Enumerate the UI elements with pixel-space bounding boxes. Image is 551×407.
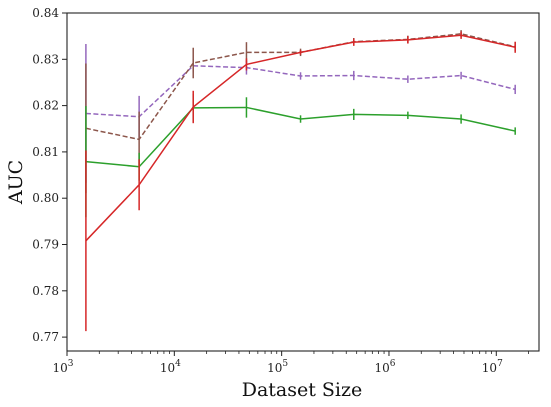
x-tick-label: 103 bbox=[52, 359, 73, 375]
y-tick-label: 0.79 bbox=[32, 238, 59, 252]
y-tick-label: 0.77 bbox=[32, 330, 59, 344]
plot-frame bbox=[66, 12, 540, 352]
y-axis-label: AUC bbox=[5, 160, 27, 205]
plot-marks bbox=[85, 30, 516, 332]
y-tick-label: 0.82 bbox=[32, 99, 59, 113]
y-tick-label: 0.83 bbox=[32, 52, 59, 66]
y-tick-label: 0.81 bbox=[32, 145, 59, 159]
series-0 bbox=[85, 44, 516, 183]
y-tick-label: 0.80 bbox=[32, 191, 59, 205]
x-tick-label: 104 bbox=[160, 359, 181, 375]
series-2 bbox=[85, 94, 516, 218]
y-tick-label: 0.84 bbox=[32, 6, 59, 20]
x-tick-label: 105 bbox=[267, 359, 288, 375]
axis-ticks: 0.77 0.78 0.79 0.80 0.81 0.82 0.83 0.84 103 104 10… bbox=[32, 6, 529, 375]
x-tick-label: 107 bbox=[482, 359, 503, 375]
x-tick-label: 106 bbox=[374, 359, 395, 375]
series-line bbox=[85, 34, 516, 242]
y-tick-label: 0.78 bbox=[32, 284, 59, 298]
x-axis-label: Dataset Size bbox=[242, 379, 363, 401]
series-3 bbox=[85, 31, 516, 332]
